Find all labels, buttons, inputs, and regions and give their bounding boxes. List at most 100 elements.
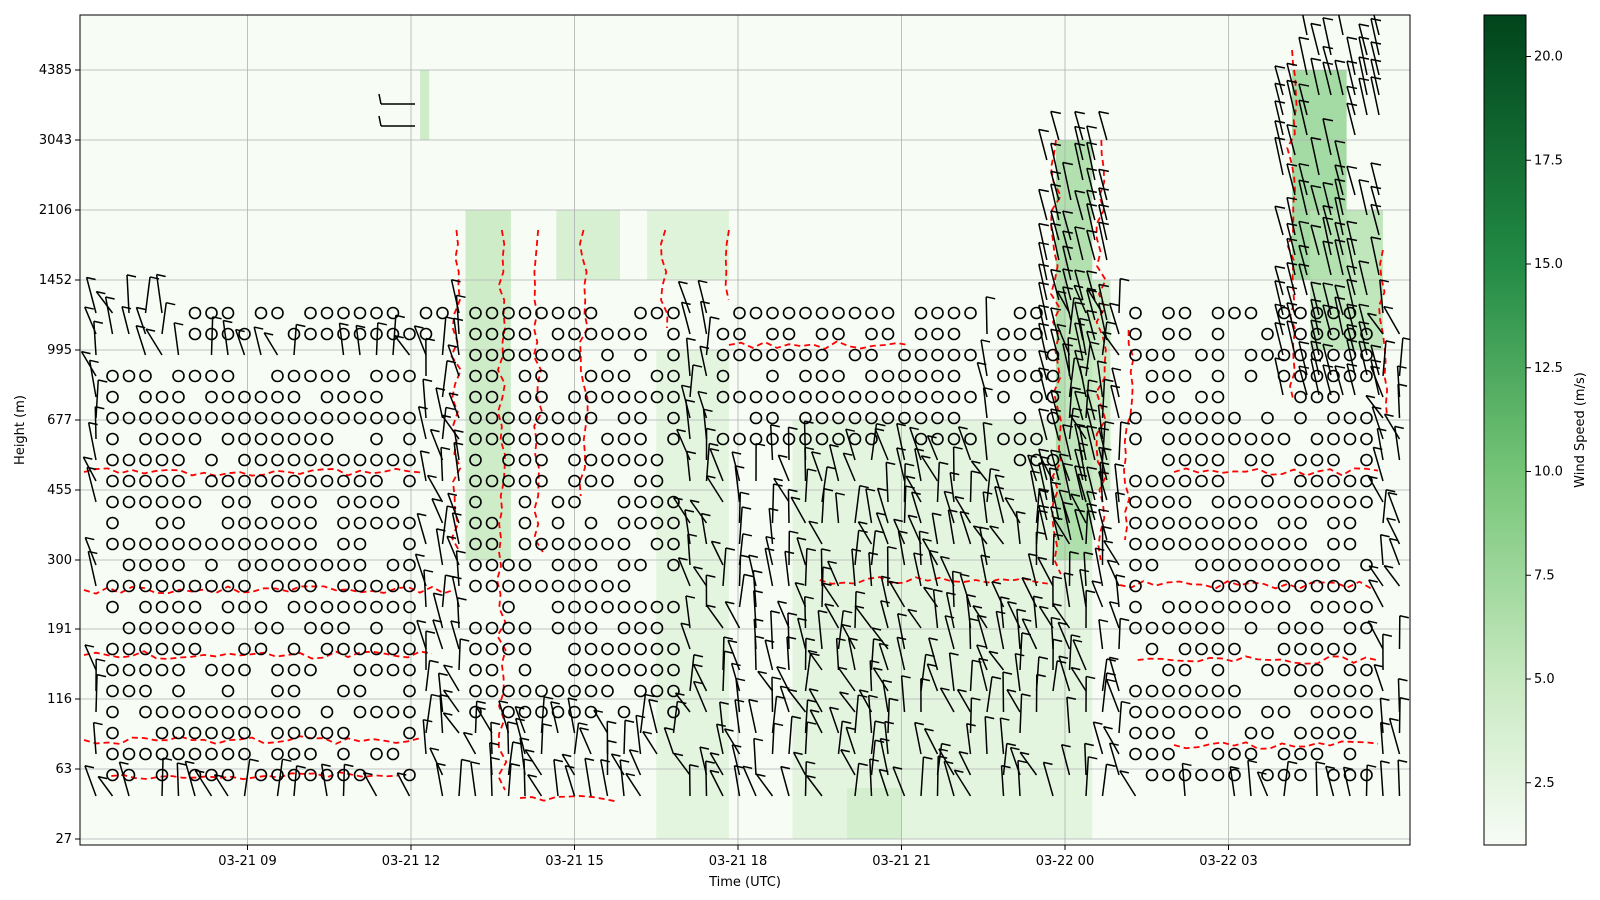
calm-marker: [1195, 768, 1208, 782]
heat-cell: [656, 350, 729, 839]
wind-barb-flag: [1398, 759, 1408, 763]
calm-marker: [551, 684, 565, 698]
calm-marker: [518, 684, 532, 698]
wind-barb: [1103, 540, 1120, 566]
calm-marker: [370, 600, 383, 614]
wind-barb: [803, 421, 807, 461]
calm-marker: [716, 327, 730, 341]
wind-barb: [1397, 678, 1401, 713]
wind-barb-flag: [1050, 408, 1061, 412]
wind-barb: [928, 550, 939, 587]
wind-barb: [804, 653, 812, 692]
wind-barb: [884, 721, 889, 755]
calm-marker: [337, 537, 350, 551]
calm-marker: [1013, 411, 1027, 425]
calm-marker: [865, 411, 878, 425]
wind-barb-flag: [84, 306, 94, 310]
wind-barb: [875, 512, 889, 545]
calm-marker: [584, 663, 598, 677]
calm-marker: [188, 495, 202, 509]
calm-marker: [1261, 348, 1274, 362]
calm-marker: [353, 306, 367, 320]
wind-barb-flag: [693, 663, 703, 668]
calm-marker: [188, 600, 202, 614]
wind-barb-flag: [980, 339, 991, 343]
wind-barb-flag: [1022, 618, 1032, 622]
calm-marker: [1178, 369, 1192, 383]
wind-barb-flag: [806, 760, 816, 765]
wind-barb: [490, 722, 493, 755]
wind-barb-flag: [1380, 760, 1390, 764]
wind-barb-flag: [1074, 301, 1085, 306]
wind-barb: [753, 590, 757, 629]
wind-barb: [1322, 62, 1332, 96]
wind-barb: [447, 493, 460, 524]
wind-barb-flag: [1086, 289, 1097, 293]
calm-marker: [551, 558, 565, 572]
wind-barb: [923, 586, 939, 608]
wind-barb-flag: [476, 700, 486, 705]
wind-barb-flag: [1310, 340, 1322, 345]
calm-marker: [337, 411, 350, 425]
wind-barb-flag: [81, 350, 91, 355]
calm-marker: [139, 600, 152, 614]
wind-barb: [944, 615, 955, 650]
wind-barb-flag: [1358, 23, 1370, 27]
wind-barb-flag: [1088, 756, 1098, 760]
calm-marker: [997, 432, 1010, 446]
y-tick-label: 677: [47, 413, 72, 428]
calm-marker: [1360, 684, 1373, 698]
colorbar-tick-label: 12.5: [1534, 361, 1563, 376]
wind-barbs-layer: [80, 15, 1410, 797]
calm-marker: [386, 369, 400, 383]
calm-marker: [535, 369, 548, 383]
wind-barb-flag: [624, 719, 635, 723]
wind-barb: [1027, 553, 1038, 587]
wind-barb: [1379, 722, 1384, 755]
wind-barb: [450, 620, 460, 650]
wind-barb: [1050, 617, 1054, 650]
wind-barb-flag: [1377, 427, 1387, 432]
wind-barb: [870, 721, 876, 755]
wind-barb: [1274, 280, 1284, 316]
wind-barb-flag: [944, 490, 954, 495]
calm-marker: [815, 390, 829, 404]
calm-marker: [403, 327, 416, 341]
wind-barb: [619, 759, 625, 797]
calm-marker: [617, 642, 631, 656]
calm-marker: [502, 411, 515, 425]
wind-barb-flag: [562, 753, 572, 758]
wind-barb: [1098, 169, 1108, 201]
calm-marker: [221, 390, 235, 404]
calm-marker: [370, 432, 383, 446]
wind-barb-flag: [1064, 572, 1074, 576]
wind-barb-flag: [1050, 142, 1061, 147]
wind-barb-flag: [787, 612, 798, 616]
wind-barb-flag: [1397, 365, 1407, 369]
wind-barb-flag: [990, 467, 1000, 472]
calm-marker: [271, 369, 284, 383]
calm-marker: [188, 768, 202, 782]
calm-marker: [403, 411, 416, 425]
calm-marker: [139, 369, 152, 383]
calm-marker: [221, 411, 235, 425]
calm-marker: [304, 432, 317, 446]
calm-marker: [1195, 516, 1208, 530]
wind-barb-flag: [989, 525, 999, 529]
wind-barb: [1084, 743, 1087, 776]
calm-marker: [898, 411, 911, 425]
wind-barb: [1101, 658, 1108, 692]
calm-marker: [601, 537, 614, 551]
wind-barb: [1337, 15, 1344, 36]
calm-marker: [254, 516, 268, 530]
wind-barb: [672, 497, 691, 524]
calm-marker: [1294, 516, 1307, 530]
calm-marker: [568, 348, 581, 362]
calm-marker: [1129, 516, 1142, 530]
wind-barb-flag: [1322, 117, 1334, 122]
wind-barb: [1038, 463, 1048, 501]
calm-marker: [617, 390, 631, 404]
wind-barb-flag: [1120, 617, 1130, 622]
wind-barb-flag: [431, 693, 441, 698]
calm-marker: [1294, 390, 1307, 404]
